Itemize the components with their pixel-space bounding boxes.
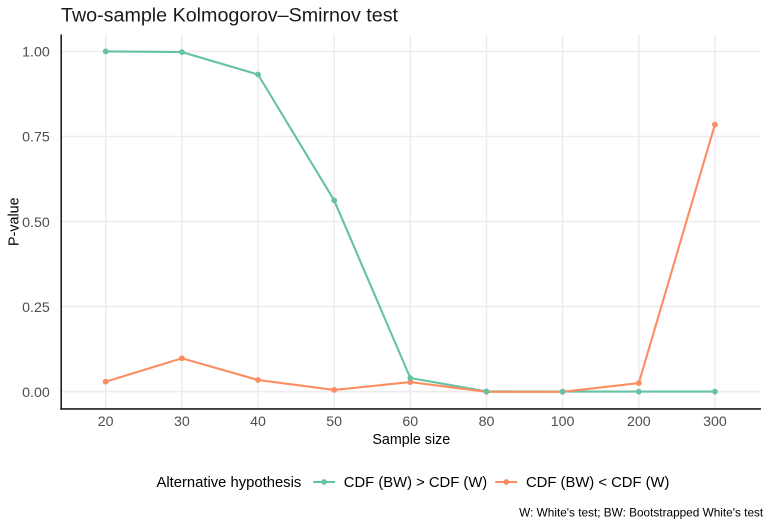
svg-text:Two-sample Kolmogorov–Smirnov: Two-sample Kolmogorov–Smirnov test: [61, 4, 399, 26]
svg-text:W: White's test; BW: Bootstrap: W: White's test; BW: Bootstrapped White'…: [519, 505, 764, 519]
svg-text:80: 80: [479, 414, 495, 430]
svg-text:Alternative hypothesis: Alternative hypothesis: [157, 475, 302, 491]
svg-text:50: 50: [326, 414, 342, 430]
svg-text:CDF (BW) < CDF (W): CDF (BW) < CDF (W): [526, 475, 669, 491]
svg-text:1.00: 1.00: [22, 45, 50, 61]
svg-text:CDF (BW) > CDF (W): CDF (BW) > CDF (W): [344, 475, 487, 491]
svg-text:0.25: 0.25: [22, 300, 50, 316]
svg-text:P-value: P-value: [7, 197, 23, 246]
svg-text:40: 40: [250, 414, 266, 430]
svg-text:20: 20: [98, 414, 114, 430]
svg-text:0.75: 0.75: [22, 130, 50, 146]
svg-text:200: 200: [627, 414, 651, 430]
svg-text:Sample size: Sample size: [372, 432, 450, 448]
svg-text:60: 60: [402, 414, 418, 430]
svg-text:0.50: 0.50: [22, 215, 50, 231]
svg-text:100: 100: [551, 414, 575, 430]
svg-text:30: 30: [174, 414, 190, 430]
svg-text:0.00: 0.00: [22, 385, 50, 401]
svg-text:300: 300: [703, 414, 727, 430]
